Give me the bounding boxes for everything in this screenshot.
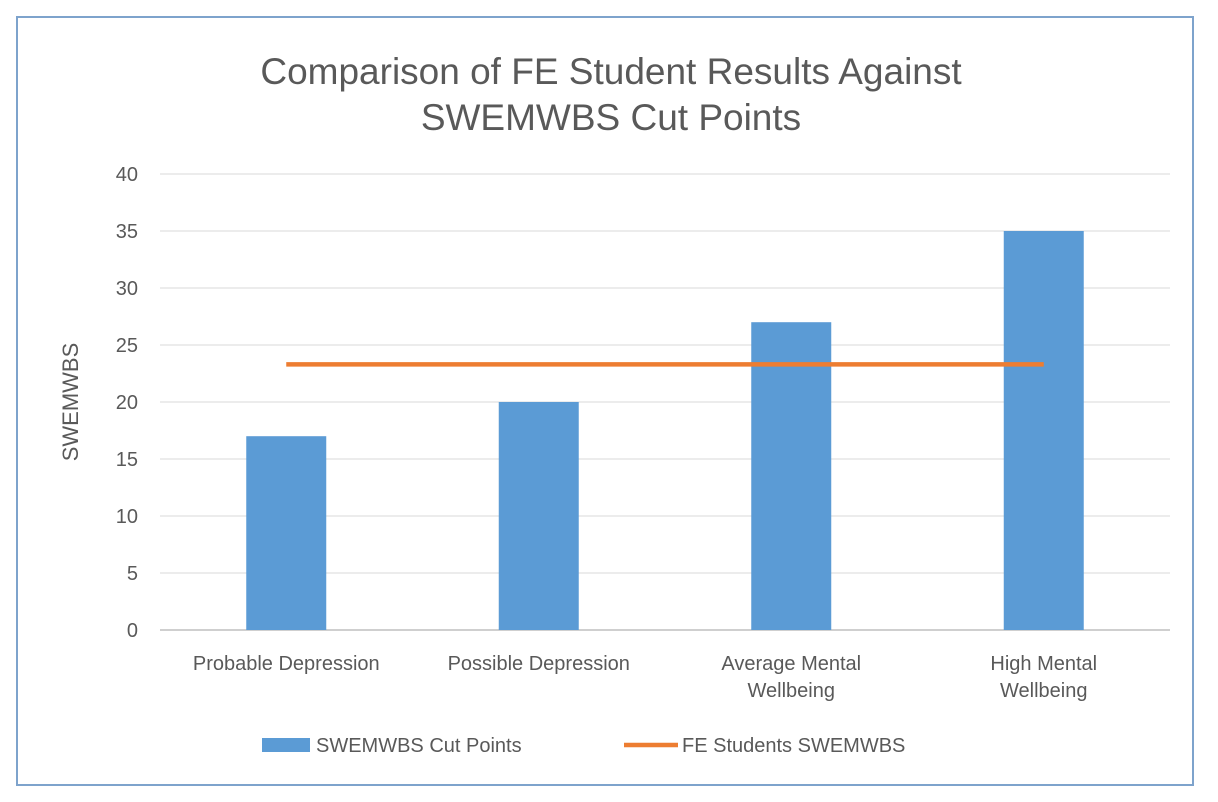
y-tick-label: 25 [116,335,138,357]
bar [1003,231,1084,630]
y-tick-label: 15 [116,449,138,471]
x-tick-label: Wellbeing [1000,680,1087,702]
gridlines [160,173,1170,631]
y-axis-ticks: 0 5 10 15 20 25 30 35 40 [116,164,138,642]
legend-item: SWEMWBS Cut Points [262,735,522,757]
legend: SWEMWBS Cut Points FE Students SWEMWBS [262,735,905,757]
y-tick-label: 10 [116,506,138,528]
bar [246,436,327,630]
legend-item: FE Students SWEMWBS [624,735,905,757]
x-tick-label: Average Mental [721,653,861,675]
bar [498,402,579,630]
legend-swatch-bar [262,738,310,752]
y-tick-label: 35 [116,221,138,243]
chart-title: Comparison of FE Student Results Against… [260,51,962,138]
bar-series [246,231,1084,630]
y-tick-label: 40 [116,164,138,186]
chart-frame: Comparison of FE Student Results Against… [16,16,1194,786]
legend-label: FE Students SWEMWBS [682,735,905,757]
y-tick-label: 20 [116,392,138,414]
x-tick-label: Wellbeing [748,680,835,702]
y-tick-label: 30 [116,278,138,300]
y-axis-title: SWEMWBS [58,343,83,462]
x-tick-label: Possible Depression [448,653,630,675]
chart: Comparison of FE Student Results Against… [58,51,1170,757]
x-axis-category-labels: Probable Depression Possible Depression Av… [193,653,1097,702]
x-tick-label: Probable Depression [193,653,380,675]
chart-title-line: Comparison of FE Student Results Against [260,51,962,92]
bar [751,322,832,630]
legend-label: SWEMWBS Cut Points [316,735,522,757]
y-tick-label: 0 [127,620,138,642]
y-tick-label: 5 [127,563,138,585]
chart-title-line: SWEMWBS Cut Points [421,97,801,138]
x-tick-label: High Mental [990,653,1097,675]
